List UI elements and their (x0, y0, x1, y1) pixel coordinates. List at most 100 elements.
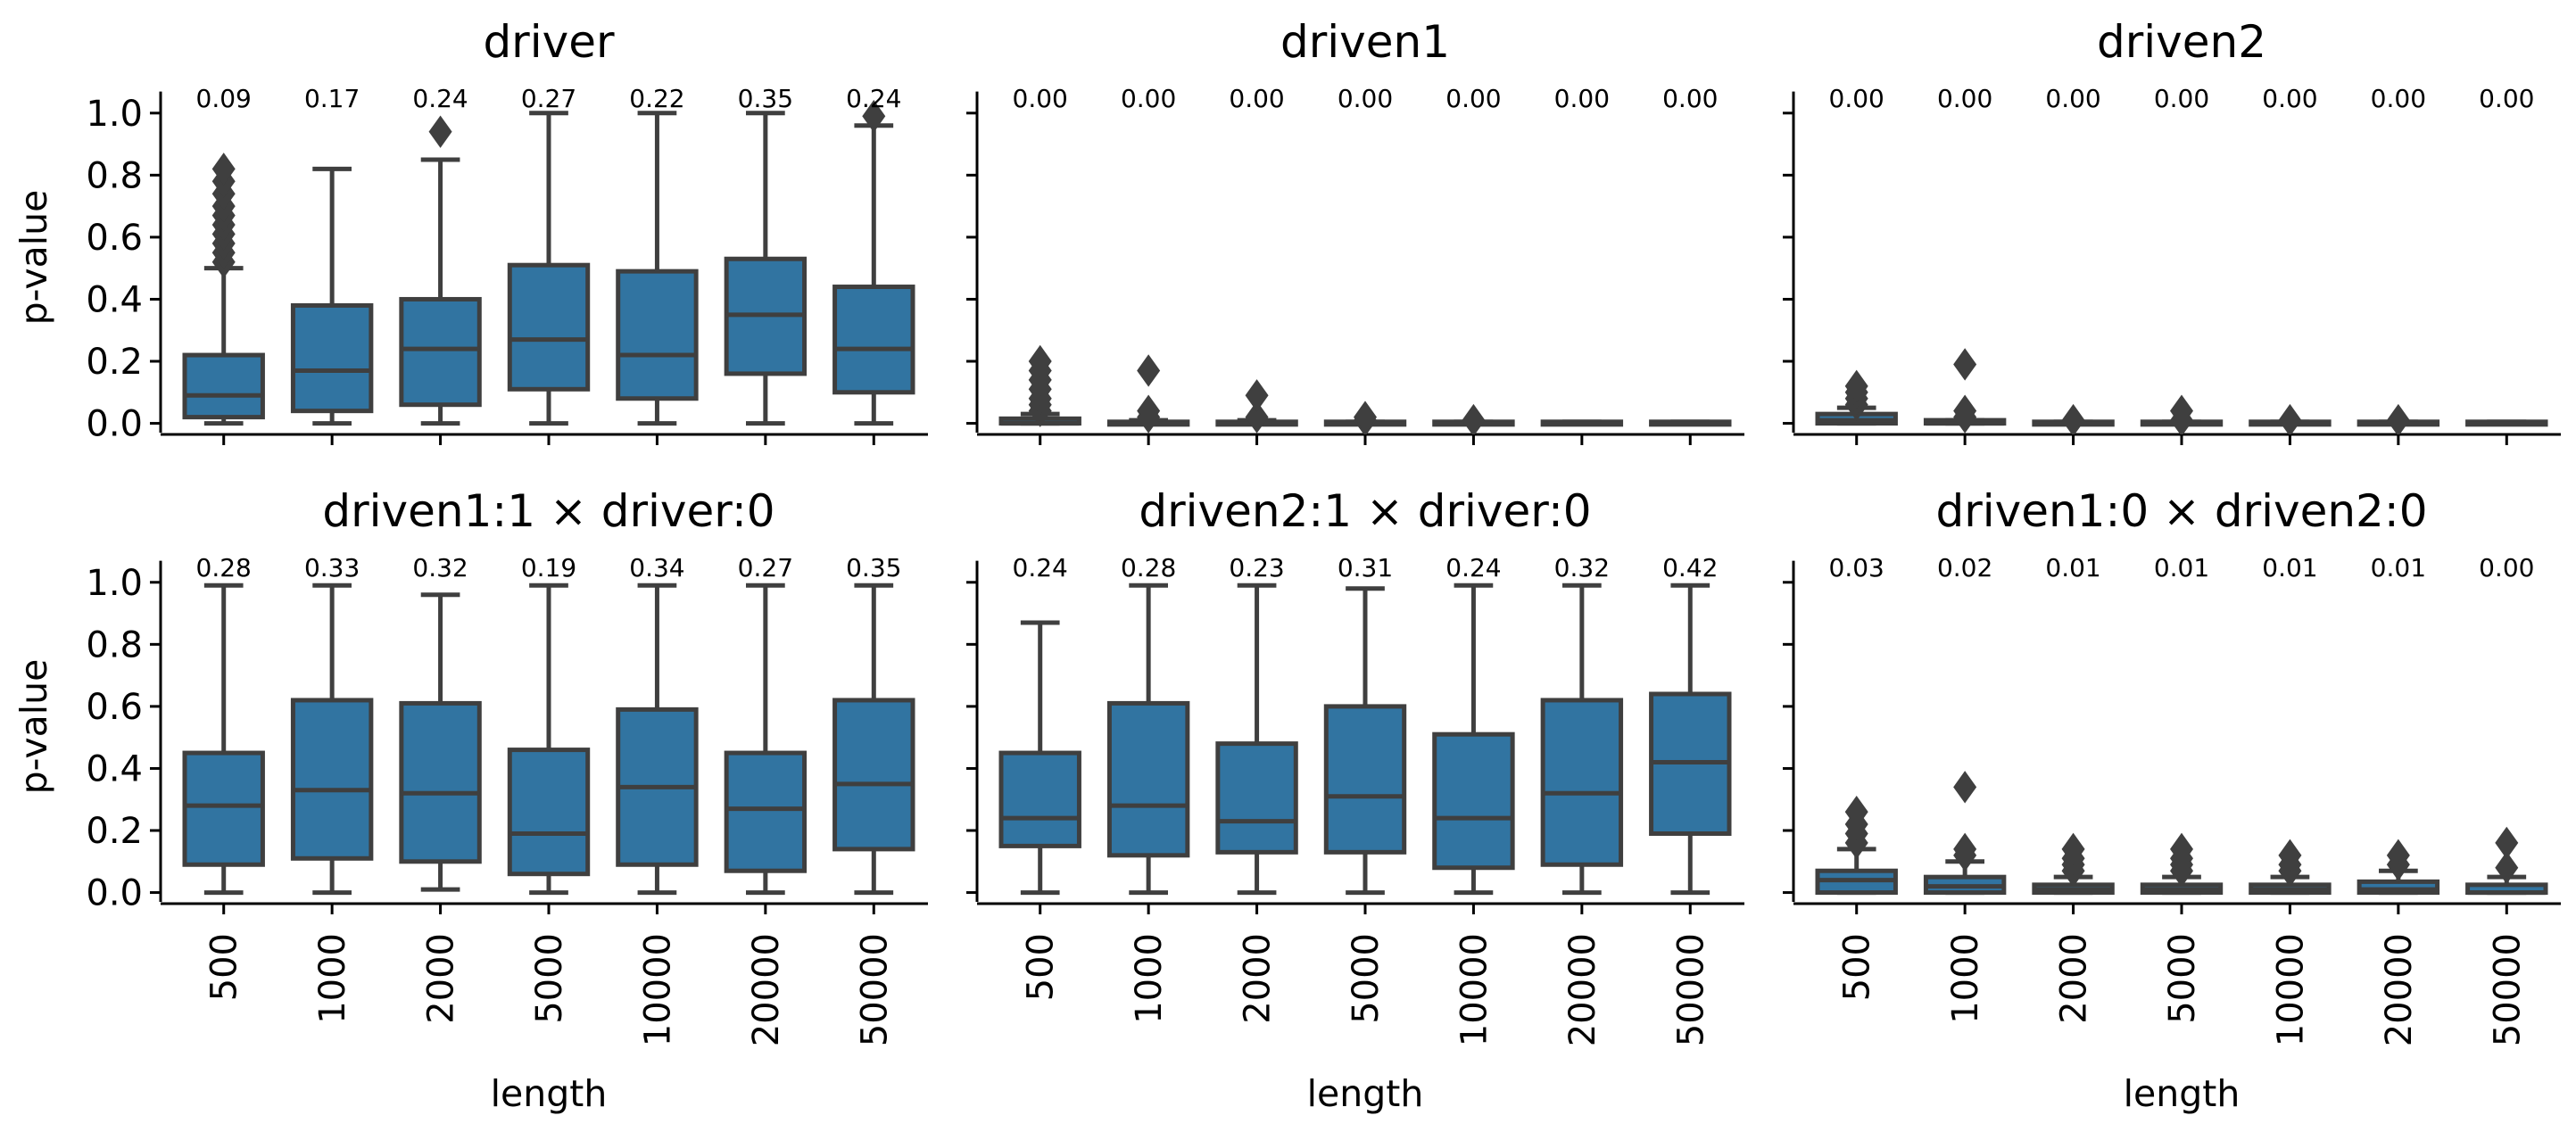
box-20000: 0.27 (724, 553, 808, 896)
box-20000: 0.01 (2357, 553, 2440, 896)
x-tick-label: 10000 (2270, 933, 2311, 1046)
box-20000: 0.00 (2357, 84, 2440, 437)
outlier-marker (2170, 832, 2193, 866)
box-2000: 0.01 (2032, 553, 2115, 896)
x-tick-label: 5000 (529, 933, 570, 1024)
median-annotation: 0.01 (2371, 553, 2426, 583)
median-annotation: 0.00 (1013, 84, 1068, 113)
box-5000: 0.00 (2140, 84, 2224, 437)
box-2000: 0.00 (1215, 84, 1298, 434)
box-20000: 0.32 (1540, 553, 1624, 896)
box-iqr (1106, 700, 1190, 858)
box-iqr (832, 698, 915, 852)
outlier-marker (428, 115, 452, 148)
box-500: 0.03 (1815, 553, 1898, 896)
box-5000: 0.00 (1323, 84, 1407, 437)
box-500: 0.24 (998, 553, 1081, 896)
x-tick-label: 50000 (854, 933, 895, 1046)
outlier-marker (1028, 344, 1052, 378)
median-annotation: 0.00 (2479, 84, 2534, 113)
x-tick-label: 5000 (2162, 933, 2203, 1024)
x-tick-label: 2000 (1238, 933, 1279, 1024)
median-annotation: 0.00 (1229, 84, 1284, 113)
outlier-marker (2386, 839, 2410, 872)
panel-5: driven2:1 × driver:0 0.24 500 0.28 1000 0.23 2… (966, 485, 1744, 1115)
median-annotation: 0.00 (1662, 84, 1718, 113)
median-annotation: 0.24 (1445, 553, 1501, 583)
x-tick-label: 500 (204, 933, 245, 1001)
median-annotation: 0.00 (1937, 84, 1992, 113)
median-annotation: 0.24 (1013, 553, 1068, 583)
panel-title: driven1 (1280, 16, 1450, 68)
x-tick-label: 2000 (2054, 933, 2095, 1024)
outlier-marker (2278, 839, 2302, 872)
box-iqr (507, 748, 591, 877)
box-50000: 0.35 (832, 553, 915, 896)
x-tick-label: 1000 (1945, 933, 1986, 1024)
box-iqr (290, 302, 374, 414)
box-20000: 0.35 (724, 84, 808, 426)
box-1000: 0.02 (1923, 553, 2007, 896)
box-iqr (1540, 698, 1624, 867)
box-50000: 0.42 (1649, 553, 1732, 896)
median-annotation: 0.00 (2045, 84, 2100, 113)
box-5000: 0.19 (507, 553, 591, 896)
median-annotation: 0.00 (2154, 84, 2209, 113)
x-tick-label: 20000 (2379, 933, 2420, 1046)
median-annotation: 0.09 (196, 84, 252, 113)
median-annotation: 0.28 (196, 553, 252, 583)
box-10000: 0.00 (1432, 84, 1515, 437)
median-annotation: 0.00 (2371, 84, 2426, 113)
box-50000: 0.00 (2465, 84, 2548, 427)
median-annotation: 0.01 (2045, 553, 2100, 583)
outlier-marker (1953, 348, 1977, 381)
panel-title: driven2 (2097, 16, 2266, 68)
box-iqr (832, 285, 915, 395)
median-annotation: 0.35 (738, 84, 793, 113)
box-iqr (290, 698, 374, 861)
median-annotation: 0.22 (629, 84, 684, 113)
y-tick-label: 0.6 (86, 218, 143, 259)
outlier-marker (211, 153, 236, 186)
x-tick-label: 500 (1837, 933, 1878, 1001)
y-tick-label: 0.4 (86, 748, 143, 789)
median-annotation: 0.00 (1445, 84, 1501, 113)
median-annotation: 0.23 (1229, 553, 1284, 583)
y-tick-label: 0.0 (86, 404, 143, 445)
median-annotation: 0.00 (1338, 84, 1393, 113)
outlier-marker (1953, 832, 1977, 866)
median-annotation: 0.27 (738, 553, 793, 583)
y-tick-label: 0.2 (86, 342, 143, 383)
median-annotation: 0.42 (1662, 553, 1718, 583)
median-annotation: 0.24 (412, 84, 468, 113)
outlier-marker (1245, 379, 1269, 412)
box-1000: 0.00 (1106, 84, 1190, 434)
x-axis-label: length (2124, 1072, 2241, 1115)
median-annotation: 0.32 (412, 553, 468, 583)
box-1000: 0.17 (290, 84, 374, 426)
median-annotation: 0.03 (1829, 553, 1884, 583)
outlier-marker (1354, 401, 1377, 434)
box-iqr (399, 296, 482, 408)
y-tick-label: 0.8 (86, 624, 143, 665)
y-tick-label: 1.0 (86, 563, 143, 604)
median-annotation: 0.01 (2262, 553, 2317, 583)
outlier-marker (2495, 851, 2519, 884)
box-1000: 0.00 (1923, 84, 2007, 434)
median-annotation: 0.28 (1121, 553, 1176, 583)
x-tick-label: 10000 (1454, 933, 1495, 1046)
box-iqr (724, 750, 808, 873)
x-tick-label: 50000 (2487, 933, 2528, 1046)
x-axis-label: length (1307, 1072, 1424, 1115)
outlier-marker (2386, 403, 2410, 437)
box-50000: 0.00 (1649, 84, 1732, 427)
box-1000: 0.33 (290, 553, 374, 896)
box-50000: 0.24 (832, 84, 915, 426)
x-tick-label: 2000 (421, 933, 462, 1024)
x-tick-label: 50000 (1670, 933, 1711, 1046)
outlier-marker (1137, 354, 1161, 387)
y-axis-label: p-value (12, 659, 55, 795)
panel-6: driven1:0 × driven2:0 0.03 500 0.02 1000 0.01… (1783, 485, 2561, 1115)
median-annotation: 0.31 (1338, 553, 1393, 583)
box-2000: 0.24 (399, 84, 482, 426)
